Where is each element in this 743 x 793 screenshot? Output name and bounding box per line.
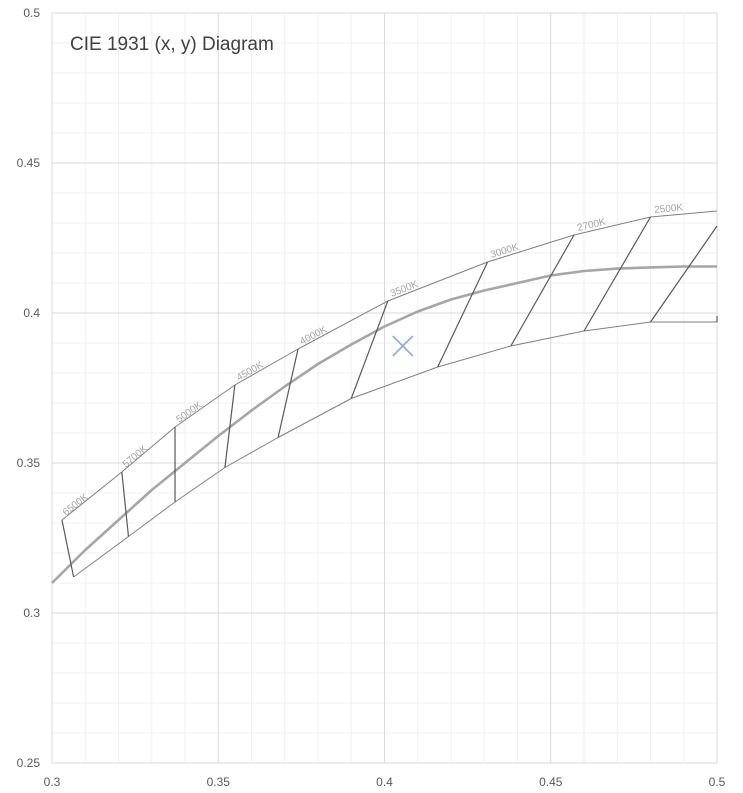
cct-segment-layer <box>61 216 718 578</box>
cct-segment-2700k <box>510 234 575 347</box>
cct-label-6500k: 6500K <box>61 491 91 518</box>
chart-title: CIE 1931 (x, y) Diagram <box>70 34 274 55</box>
cct-segment-6500k <box>61 519 75 578</box>
cct-segment-5700k <box>121 471 130 537</box>
x-tick-label: 0.35 <box>207 775 231 789</box>
boundary-segment-0 <box>650 225 718 323</box>
cct-label-5000k: 5000K <box>174 400 204 426</box>
upper-tolerance-boundary-line <box>61 210 718 521</box>
cct-segment-3500k <box>350 300 389 399</box>
y-tick-label: 0.45 <box>17 156 41 170</box>
cct-segment-4500k <box>224 384 236 468</box>
major-gridlines <box>51 12 718 764</box>
marker-x-stroke-b <box>392 335 414 357</box>
y-tick-label: 0.25 <box>17 756 41 770</box>
cct-label-2500k: 2500K <box>654 202 684 216</box>
cct-label-5700k: 5700K <box>121 443 150 470</box>
cct-label-layer: 6500K5700K5000K4500K4000K3500K3000K2700K… <box>61 202 684 518</box>
cct-label-3000k: 3000K <box>489 242 520 261</box>
cct-label-4000k: 4000K <box>298 324 329 347</box>
cct-segment-3000k <box>437 261 489 368</box>
x-tick-label: 0.5 <box>709 775 726 789</box>
cct-label-3500k: 3500K <box>389 279 420 300</box>
y-tick-label: 0.3 <box>23 606 40 620</box>
x-tick-label: 0.4 <box>376 775 393 789</box>
lower-tolerance-boundary-line <box>73 321 717 578</box>
planckian-locus-line <box>51 265 717 584</box>
tick-label-layer: 0.250.30.350.40.450.50.3 0.35 0.4 0.45 0.5 <box>17 6 726 789</box>
x-tick-label: 0.45 <box>539 775 563 789</box>
marker-layer <box>392 335 414 357</box>
y-tick-label: 0.4 <box>23 306 40 320</box>
cct-segment-2500k <box>583 216 652 332</box>
y-tick-label: 0.35 <box>17 456 41 470</box>
cct-segment-4000k <box>277 348 299 438</box>
cct-label-4500k: 4500K <box>235 360 266 384</box>
x-tick-label: 0.3 <box>44 775 61 789</box>
y-tick-label: 0.5 <box>23 6 40 20</box>
